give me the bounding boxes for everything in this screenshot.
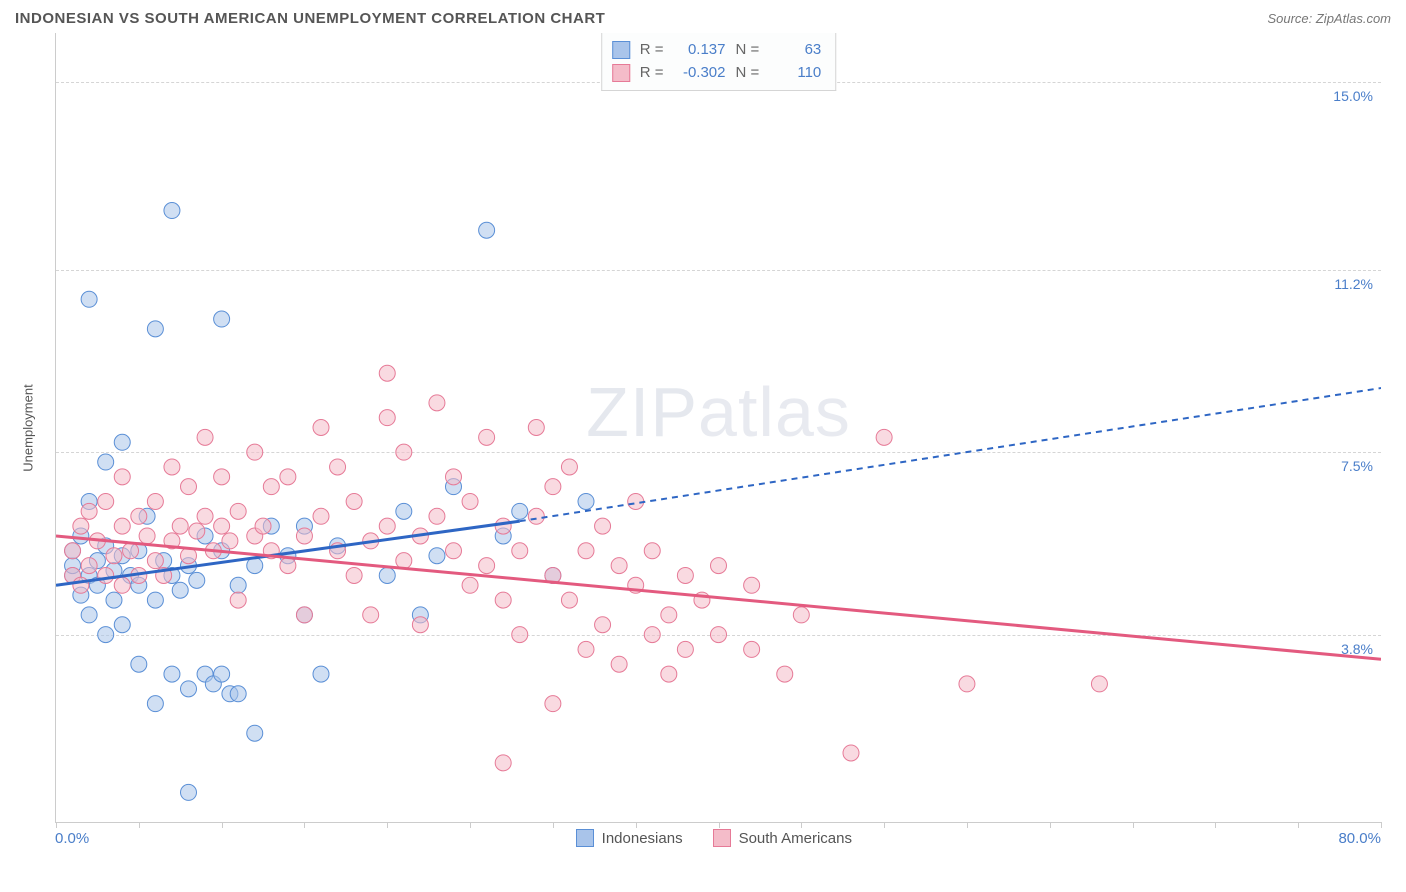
stat-n-label: N = [736, 39, 760, 62]
gridline [56, 270, 1381, 271]
gridline [56, 452, 1381, 453]
x-tick [56, 822, 57, 828]
x-tick [304, 822, 305, 828]
stat-n-value: 110 [769, 62, 821, 85]
legend: Indonesians South Americans [576, 829, 852, 847]
x-tick [719, 822, 720, 828]
x-tick [967, 822, 968, 828]
x-tick [387, 822, 388, 828]
x-tick [636, 822, 637, 828]
x-tick [1298, 822, 1299, 828]
x-axis-min-label: 0.0% [55, 830, 89, 847]
stats-row-south-americans: R = -0.302 N = 110 [612, 62, 822, 85]
x-tick [1381, 822, 1382, 828]
stat-r-value: -0.302 [674, 62, 726, 85]
legend-label: South Americans [739, 830, 852, 847]
source-label: Source: ZipAtlas.com [1267, 11, 1391, 26]
x-tick [801, 822, 802, 828]
y-tick-label: 3.8% [1341, 641, 1373, 657]
stats-row-indonesians: R = 0.137 N = 63 [612, 39, 822, 62]
swatch-indonesians-icon [612, 41, 630, 59]
chart-area: Unemployment ZIPatlas 15.0%11.2%7.5%3.8%… [55, 33, 1381, 823]
x-tick [884, 822, 885, 828]
legend-item-indonesians: Indonesians [576, 829, 683, 847]
swatch-indonesians-icon [576, 829, 594, 847]
stats-box: R = 0.137 N = 63 R = -0.302 N = 110 [601, 33, 837, 91]
x-tick [222, 822, 223, 828]
stat-n-label: N = [736, 62, 760, 85]
stat-n-value: 63 [769, 39, 821, 62]
legend-label: Indonesians [602, 830, 683, 847]
x-axis-max-label: 80.0% [1338, 830, 1381, 847]
stat-r-label: R = [640, 62, 664, 85]
swatch-south-americans-icon [713, 829, 731, 847]
y-tick-label: 7.5% [1341, 458, 1373, 474]
y-axis-label: Unemployment [21, 384, 36, 471]
x-tick [1215, 822, 1216, 828]
swatch-south-americans-icon [612, 64, 630, 82]
x-tick [139, 822, 140, 828]
chart-title: INDONESIAN VS SOUTH AMERICAN UNEMPLOYMEN… [15, 10, 605, 27]
x-tick [1050, 822, 1051, 828]
x-tick [470, 822, 471, 828]
x-tick [553, 822, 554, 828]
x-tick [1133, 822, 1134, 828]
gridline [56, 635, 1381, 636]
y-tick-label: 15.0% [1333, 88, 1373, 104]
stat-r-label: R = [640, 39, 664, 62]
legend-item-south-americans: South Americans [713, 829, 852, 847]
y-tick-label: 11.2% [1334, 276, 1373, 292]
stat-r-value: 0.137 [674, 39, 726, 62]
